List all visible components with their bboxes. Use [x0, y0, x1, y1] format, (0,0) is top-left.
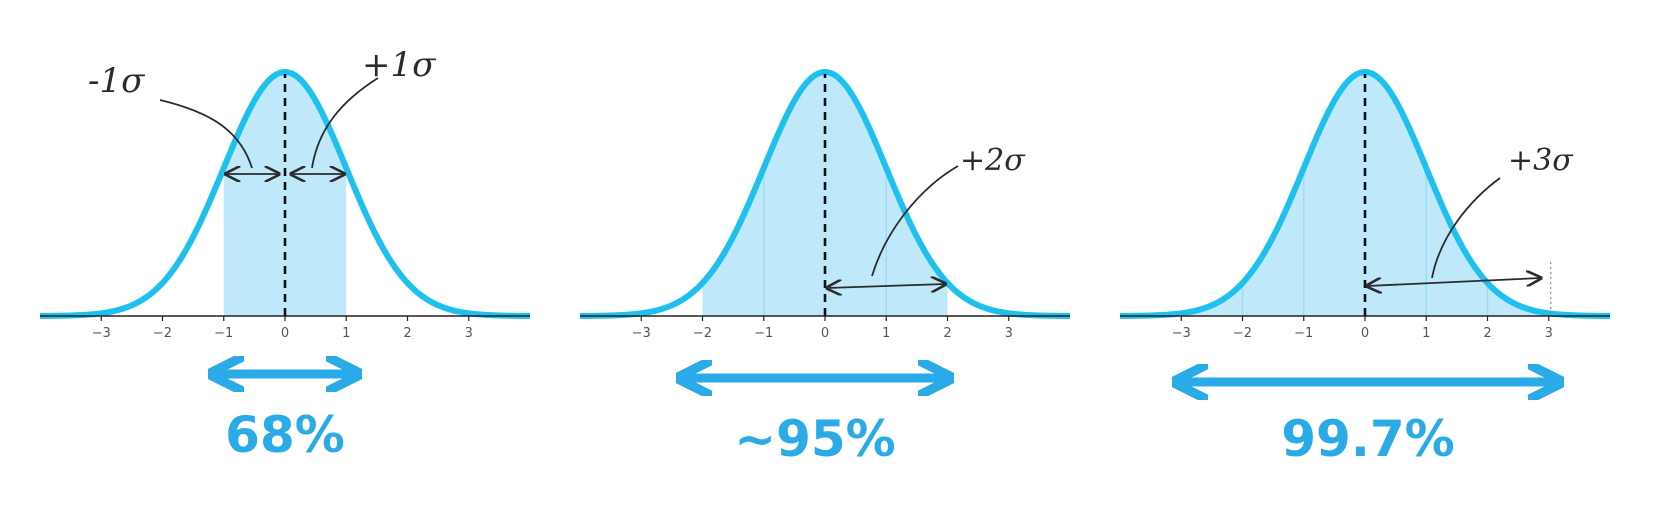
coverage-label: 99.7%: [1281, 410, 1454, 468]
coverage-label: ~95%: [734, 410, 896, 468]
sigma-annotation: +3σ: [1508, 143, 1574, 178]
x-tick-label: −3: [1172, 326, 1191, 341]
x-tick-label: 2: [1483, 326, 1491, 341]
x-tick-label: 2: [403, 326, 411, 341]
x-tick-label: −3: [632, 326, 651, 341]
plus-2-sigma-arrow: [827, 284, 946, 288]
x-tick-label: 1: [1422, 326, 1430, 341]
plus-3-sigma-pointer: [1431, 177, 1501, 279]
minus-1-sigma-pointer: [159, 99, 253, 169]
x-tick-label: 1: [882, 326, 890, 341]
x-tick-label: −2: [1233, 326, 1252, 341]
x-tick-label: 3: [1545, 326, 1553, 341]
density-curve: [39, 69, 531, 319]
x-tick-label: 0: [281, 326, 289, 341]
x-tick-label: 3: [1005, 326, 1013, 341]
density-curve: [579, 69, 1071, 319]
x-tick-label: −2: [693, 326, 712, 341]
shaded-area: [702, 72, 948, 316]
sigma-annotation: +2σ: [960, 143, 1026, 178]
shaded-area: [223, 72, 347, 316]
panel-1: −3 −2 −1 0 1 2 3 -1σ +1σ 68%: [39, 45, 531, 464]
sigma-annotation: -1σ: [88, 61, 145, 101]
plus-1-sigma-pointer: [311, 77, 379, 169]
panel-2: −3 −2 −1 0 1 2 3 +2σ ~95%: [579, 69, 1071, 468]
x-tick-label: 0: [821, 326, 829, 341]
shaded-area: [1181, 72, 1549, 316]
x-tick-label: −1: [214, 326, 233, 341]
x-tick-label: 1: [342, 326, 350, 341]
x-tick-label: −3: [92, 326, 111, 341]
density-curve: [1119, 69, 1611, 319]
sigma-annotation: +1σ: [362, 45, 436, 85]
x-tick-label: −1: [1294, 326, 1313, 341]
plus-2-sigma-pointer: [871, 165, 959, 277]
x-tick-label: 3: [465, 326, 473, 341]
x-tick-label: 0: [1361, 326, 1369, 341]
coverage-label: 68%: [225, 406, 345, 464]
panel-3: −3 −2 −1 0 1 2 3 +3σ 99.7%: [1119, 69, 1611, 468]
plus-3-sigma-arrow: [1367, 278, 1541, 286]
x-tick-label: 2: [943, 326, 951, 341]
x-tick-label: −1: [754, 326, 773, 341]
x-tick-label: −2: [153, 326, 172, 341]
